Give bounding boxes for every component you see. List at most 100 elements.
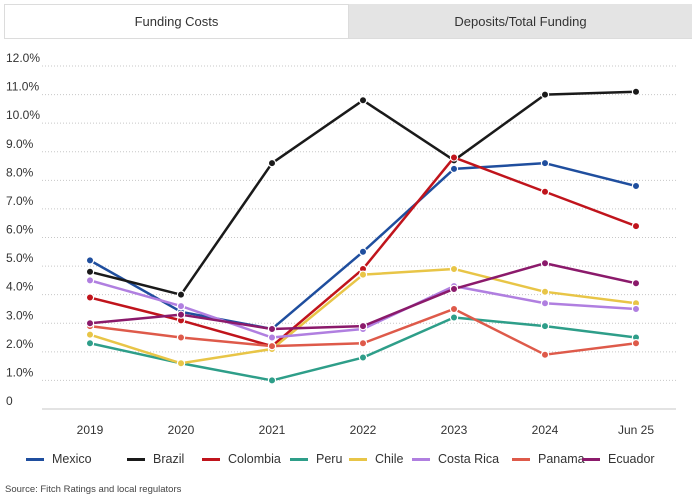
data-point[interactable] xyxy=(85,330,95,339)
data-point[interactable] xyxy=(631,304,641,314)
data-point[interactable] xyxy=(540,187,550,196)
legend-label: Chile xyxy=(375,452,404,466)
tab-bar: Funding Costs Deposits/Total Funding xyxy=(4,4,692,38)
data-point[interactable] xyxy=(540,287,550,297)
x-tick-label: 2024 xyxy=(532,423,559,437)
data-point[interactable] xyxy=(267,333,277,342)
x-axis: 2019 2020 2021 2022 2023 2024 Jun 25 xyxy=(77,423,655,437)
data-point[interactable] xyxy=(540,321,550,331)
data-point[interactable] xyxy=(176,333,186,342)
data-point[interactable] xyxy=(176,290,186,299)
tab-divider xyxy=(4,38,692,39)
legend-swatch xyxy=(26,457,44,461)
y-tick-label: 9.0% xyxy=(6,137,34,151)
x-tick-label: Jun 25 xyxy=(618,423,654,437)
series-chile xyxy=(85,264,641,368)
series-group xyxy=(85,87,641,385)
series-costa-rica xyxy=(85,276,641,342)
legend-item[interactable]: Chile xyxy=(349,452,404,466)
data-point[interactable] xyxy=(358,321,368,331)
legend-item[interactable]: Colombia xyxy=(202,452,281,466)
y-tick-label: 2.0% xyxy=(6,337,34,351)
data-point[interactable] xyxy=(267,376,277,385)
legend-item[interactable]: Brazil xyxy=(127,452,184,466)
data-point[interactable] xyxy=(176,310,186,319)
legend-label: Mexico xyxy=(52,452,92,466)
legend-item[interactable]: Panama xyxy=(512,452,585,466)
data-point[interactable] xyxy=(449,313,459,322)
y-tick-label: 1.0% xyxy=(6,365,34,379)
data-point[interactable] xyxy=(267,324,277,334)
data-point[interactable] xyxy=(85,319,95,328)
y-tick-label: 5.0% xyxy=(6,251,34,265)
data-point[interactable] xyxy=(449,153,459,162)
data-point[interactable] xyxy=(540,158,550,168)
data-point[interactable] xyxy=(540,350,550,359)
x-tick-label: 2020 xyxy=(168,423,195,437)
data-point[interactable] xyxy=(449,284,459,294)
legend-item[interactable]: Ecuador xyxy=(582,452,655,466)
legend-swatch xyxy=(127,457,145,461)
y-tick-label: 3.0% xyxy=(6,308,34,322)
y-tick-label: 6.0% xyxy=(6,223,34,237)
x-tick-label: 2022 xyxy=(350,423,377,437)
data-point[interactable] xyxy=(449,304,459,314)
data-point[interactable] xyxy=(267,341,277,351)
legend-item[interactable]: Costa Rica xyxy=(412,452,499,466)
legend-swatch xyxy=(290,457,308,461)
legend-swatch xyxy=(202,457,220,461)
legend-label: Ecuador xyxy=(608,452,655,466)
legend-swatch xyxy=(582,457,600,461)
legend-item[interactable]: Mexico xyxy=(26,452,92,466)
legend: Mexico Brazil Colombia Peru Chile Costa Rica P… xyxy=(0,452,700,472)
data-point[interactable] xyxy=(631,279,641,288)
y-tick-label: 11.0% xyxy=(6,80,39,94)
y-axis: 0 1.0% 2.0% 3.0% 4.0% 5.0% 6.0% 7.0% 8.0% 9.0% 10.… xyxy=(6,51,40,408)
data-point[interactable] xyxy=(540,299,550,308)
data-point[interactable] xyxy=(358,339,368,348)
tab-funding-costs[interactable]: Funding Costs xyxy=(4,4,349,38)
data-point[interactable] xyxy=(540,259,550,268)
x-tick-label: 2019 xyxy=(77,423,104,437)
data-point[interactable] xyxy=(267,158,277,168)
data-point[interactable] xyxy=(176,301,186,311)
legend-label: Panama xyxy=(538,452,585,466)
legend-label: Peru xyxy=(316,452,343,466)
data-point[interactable] xyxy=(631,87,641,96)
data-point[interactable] xyxy=(631,181,641,191)
legend-swatch xyxy=(349,457,367,461)
data-point[interactable] xyxy=(631,221,641,231)
data-point[interactable] xyxy=(85,256,95,265)
tab-deposits-total-funding[interactable]: Deposits/Total Funding xyxy=(349,4,692,38)
data-point[interactable] xyxy=(358,247,368,256)
data-point[interactable] xyxy=(449,164,459,174)
data-point[interactable] xyxy=(358,270,368,279)
series-panama xyxy=(85,304,641,359)
legend-label: Colombia xyxy=(228,452,281,466)
data-point[interactable] xyxy=(540,90,550,99)
y-tick-label: 12.0% xyxy=(6,51,40,65)
series-mexico xyxy=(85,158,641,334)
legend-label: Brazil xyxy=(153,452,185,466)
data-point[interactable] xyxy=(358,96,368,105)
data-point[interactable] xyxy=(85,267,95,276)
source-note: Source: Fitch Ratings and local regulato… xyxy=(5,484,182,495)
series-ecuador xyxy=(85,259,641,334)
data-point[interactable] xyxy=(85,339,95,348)
y-tick-label: 8.0% xyxy=(6,165,34,179)
data-point[interactable] xyxy=(631,339,641,348)
x-tick-label: 2023 xyxy=(441,423,468,437)
x-tick-label: 2021 xyxy=(259,423,286,437)
data-point[interactable] xyxy=(449,264,459,274)
data-point[interactable] xyxy=(358,353,368,362)
legend-item[interactable]: Peru xyxy=(290,452,342,466)
legend-swatch xyxy=(512,457,530,461)
legend-swatch xyxy=(412,457,430,461)
data-point[interactable] xyxy=(85,293,95,302)
data-point[interactable] xyxy=(176,359,186,368)
y-tick-label: 0 xyxy=(6,394,13,408)
series-brazil xyxy=(85,87,641,299)
line-chart: 0 1.0% 2.0% 3.0% 4.0% 5.0% 6.0% 7.0% 8.0% 9.0% 10.… xyxy=(6,51,676,437)
data-point[interactable] xyxy=(85,276,95,285)
y-tick-label: 10.0% xyxy=(6,108,40,122)
